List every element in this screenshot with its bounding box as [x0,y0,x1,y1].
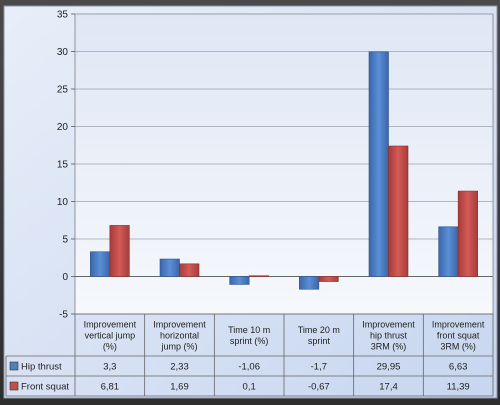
legend-label: Hip thrust [21,362,62,373]
bar-front-squat [179,263,200,277]
y-tick-label: 0 [62,272,68,283]
data-label: 2,33 [170,362,189,373]
category-label-line: Time 20 m [298,325,340,335]
category-label-line: 3RM (%) [440,342,476,352]
bar-front-squat [248,275,269,277]
category-label: Time 20 m sprint [298,325,340,346]
data-label: 6,63 [449,362,468,373]
category-label-line: horizontal [160,331,199,341]
category-label: Improvement horizontal jump (%) [153,320,206,352]
category-label-line: Improvement [362,320,415,330]
bar-hip-thrust [438,226,459,277]
bar-hip-thrust [90,251,111,277]
data-label: 0,1 [243,382,256,393]
data-label: 29,95 [377,362,401,373]
data-label: -0,67 [308,382,330,393]
legend-label: Front squat [21,382,69,393]
category-label-line: Improvement [153,320,206,330]
data-label: 6,81 [101,382,120,393]
y-tick-label: 15 [57,160,69,171]
category-label-line: Improvement [84,320,137,330]
data-label: 11,39 [447,382,470,393]
category-label-line: (%) [103,342,117,352]
category-label-line: Time 10 m [228,325,270,335]
category-label-line: front squat [437,331,480,341]
y-tick-label: 5 [62,235,68,246]
category-label: Improvement hip thrust 3RM (%) [362,320,415,352]
legend-key-hip-thrust [9,361,19,371]
y-tick-label: 20 [57,122,69,133]
data-label: 3,3 [103,362,116,373]
category-label: Improvement front squat 3RM (%) [432,320,485,352]
bar-hip-thrust [299,276,320,290]
category-label: Improvement vertical jump (%) [84,320,137,352]
bar-front-squat [109,225,130,277]
bar-hip-thrust [368,51,389,277]
data-label: -1,06 [238,362,260,373]
bar-front-squat [457,190,478,277]
data-label: -1,7 [311,362,327,373]
y-tick-label: 30 [57,47,69,58]
category-label-line: sprint (%) [230,336,269,346]
bar-front-squat [318,276,339,282]
category-label: Time 10 m sprint (%) [228,325,270,346]
legend-key-front-squat [9,381,19,391]
category-label-line: Improvement [432,320,485,330]
y-tick-label: 35 [57,10,69,21]
category-label-line: 3RM (%) [371,342,407,352]
data-label: 1,69 [170,382,189,393]
y-tick-label: 25 [57,85,69,96]
category-label-line: sprint [308,336,331,346]
bar-hip-thrust [229,276,250,285]
category-label-line: vertical jump [85,331,136,341]
category-label-line: jump (%) [160,342,197,352]
y-tick-label: -5 [59,310,68,321]
bar-hip-thrust [159,258,180,277]
data-label: 17,4 [379,382,398,393]
category-label-line: hip thrust [370,331,408,341]
bar-front-squat [388,145,409,277]
y-tick-label: 10 [57,197,69,208]
